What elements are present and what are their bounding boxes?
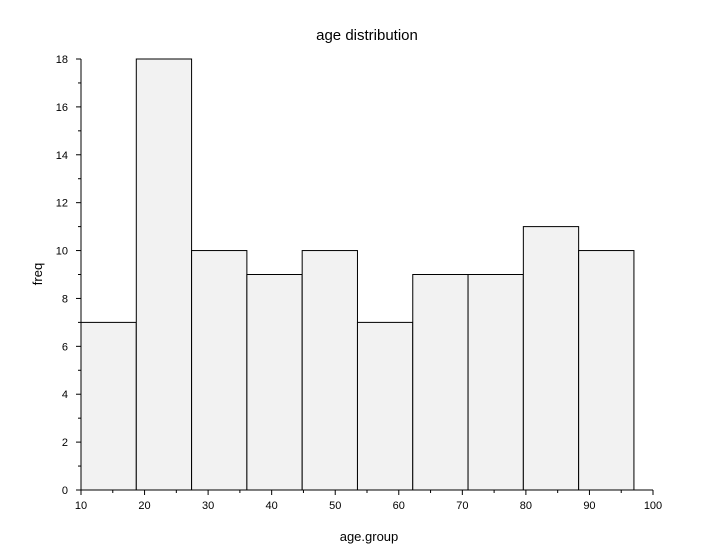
chart-title: age distribution [316,27,418,44]
y-tick-label-18: 18 [56,54,68,66]
histogram-bar-9 [522,226,580,491]
x-tick-label-20: 20 [138,500,150,512]
histogram-bar-10 [578,250,635,491]
x-axis-title: age.group [340,529,399,544]
bars-group [80,58,635,491]
y-tick-label-0: 0 [62,485,68,497]
y-tick-label-16: 16 [56,102,68,114]
y-tick-label-6: 6 [62,341,68,353]
x-tick-label-70: 70 [456,500,468,512]
x-tick-label-60: 60 [393,500,405,512]
histogram-bar-3 [191,250,248,491]
histogram-bar-8 [467,274,524,491]
y-tick-label-10: 10 [56,246,68,258]
y-tick-label-4: 4 [62,389,68,401]
y-axis-title: freq [30,263,45,285]
x-tick-label-40: 40 [266,500,278,512]
x-tick-label-30: 30 [202,500,214,512]
histogram-bar-1 [80,321,137,491]
histogram-bar-7 [412,274,469,491]
histogram-bar-2 [135,58,193,491]
histogram-bar-4 [246,274,303,491]
y-tick-label-14: 14 [56,150,68,162]
axes-group: 10 20 30 40 50 60 70 80 90 100 0 2 4 6 8 10 12 14 16 18 [56,54,662,512]
y-tick-label-12: 12 [56,198,68,210]
x-tick-label-80: 80 [520,500,532,512]
histogram-bar-6 [356,321,414,491]
histogram-bar-5 [301,250,358,491]
x-tick-label-90: 90 [583,500,595,512]
y-tick-label-2: 2 [62,437,68,449]
x-tick-label-50: 50 [329,500,341,512]
x-tick-label-10: 10 [75,500,87,512]
y-tick-label-8: 8 [62,293,68,305]
x-tick-label-100: 100 [644,500,662,512]
